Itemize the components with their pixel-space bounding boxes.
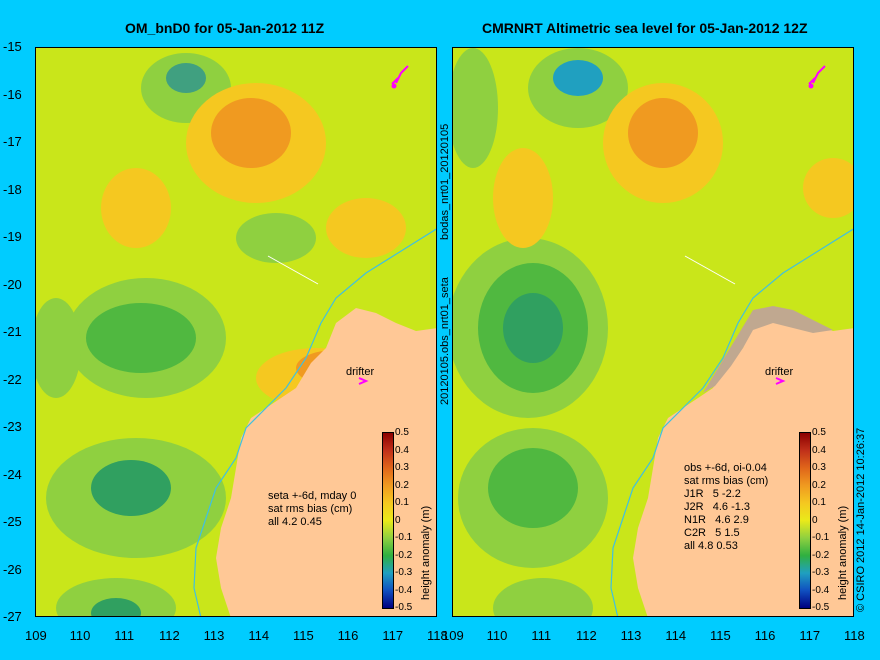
y-tick-label: -23: [3, 419, 22, 434]
colorbar-tick-label: 0: [395, 514, 401, 526]
left-stats-annotation: seta +-6d, mday 0 sat rms bias (cm) all …: [268, 490, 357, 528]
x-tick-label: 116: [754, 628, 776, 643]
y-tick-label: -17: [3, 134, 22, 149]
x-tick-label: 113: [620, 628, 642, 643]
colorbar-tick-label: 0.2: [395, 479, 409, 491]
colorbar-tick-label: -0.1: [812, 532, 830, 543]
copyright-label: © CSIRO 2012 14-Jan-2012 10:26:37: [855, 427, 867, 612]
colorbar-tick-label: -0.5: [812, 602, 830, 613]
left-drifter-label: drifter: [346, 366, 375, 378]
y-tick-label: -18: [3, 181, 22, 197]
y-tick-label: -22: [3, 371, 22, 387]
colorbar-tick-label: 0: [812, 514, 818, 526]
y-tick-label: -25: [3, 514, 22, 529]
x-tick-label: 110: [486, 628, 508, 643]
colorbar-tick-label: 0.3: [812, 462, 826, 473]
colorbar-tick-label: -0.2: [395, 549, 413, 561]
colorbar-tick-label: -0.5: [395, 602, 413, 613]
x-tick-label: 118: [427, 628, 448, 643]
x-tick-label: 115: [710, 628, 731, 643]
y-tick-label: -27: [3, 609, 22, 624]
colorbar-tick-label: 0.4: [812, 444, 826, 456]
colorbar-tick-label: 0.1: [395, 497, 409, 508]
right-map-title: CMRNRT Altimetric sea level for 05-Jan-2…: [482, 20, 808, 36]
x-tick-label: 116: [337, 628, 359, 643]
colorbar-tick-label: 0.2: [812, 479, 826, 491]
x-tick-label: 109: [442, 628, 464, 643]
colorbar-tick-label: -0.3: [395, 567, 413, 578]
y-tick-label: -20: [3, 276, 22, 292]
x-tick-label: 112: [576, 628, 597, 643]
colorbar-tick-label: 0.5: [812, 427, 826, 438]
x-tick-label: 111: [114, 628, 135, 643]
left-map-graphic: [36, 48, 436, 616]
colorbar-tick-label: -0.4: [812, 584, 830, 596]
right-map-graphic: [453, 48, 853, 616]
left-map-title: OM_bnD0 for 05-Jan-2012 11Z: [125, 20, 325, 36]
right-side-label: bodas_nrt01_20120105: [439, 123, 451, 240]
colorbar-tick-label: -0.1: [395, 532, 413, 543]
colorbar-tick-label: -0.3: [812, 567, 830, 578]
right-drifter-label: drifter: [765, 366, 794, 378]
right-sea-level-map: [452, 47, 854, 617]
y-tick-label: -21: [3, 324, 22, 339]
x-tick-label: 115: [293, 628, 314, 643]
left-side-label: 20120105.obs_nrt01_seta: [439, 277, 451, 405]
y-tick-label: -19: [3, 229, 22, 244]
left-colorbar-label: height anomaly (m): [420, 505, 432, 600]
left-sea-level-map: [35, 47, 437, 617]
right-stats-annotation: obs +-6d, oi-0.04 sat rms bias (cm) J1R …: [684, 462, 769, 552]
colorbar-tick-label: 0.5: [395, 427, 409, 438]
x-tick-label: 114: [248, 628, 270, 643]
x-tick-label: 114: [665, 628, 687, 643]
left-colorbar: [382, 432, 394, 609]
colorbar-tick-label: -0.2: [812, 549, 830, 561]
x-tick-label: 112: [159, 628, 180, 643]
right-colorbar: [799, 432, 811, 609]
x-tick-label: 110: [69, 628, 91, 643]
colorbar-tick-label: 0.3: [395, 462, 409, 473]
x-tick-label: 117: [799, 628, 821, 643]
right-colorbar-label: height anomaly (m): [837, 505, 849, 600]
colorbar-tick-label: 0.4: [395, 444, 409, 456]
colorbar-tick-label: -0.4: [395, 584, 413, 596]
x-tick-label: 113: [203, 628, 225, 643]
y-tick-label: -26: [3, 561, 22, 577]
colorbar-tick-label: 0.1: [812, 497, 826, 508]
x-tick-label: 118: [844, 628, 865, 643]
y-tick-label: -24: [3, 466, 22, 482]
x-tick-label: 109: [25, 628, 47, 643]
y-tick-label: -15: [3, 39, 22, 54]
x-tick-label: 117: [382, 628, 404, 643]
y-tick-label: -16: [3, 86, 22, 102]
x-tick-label: 111: [531, 628, 552, 643]
